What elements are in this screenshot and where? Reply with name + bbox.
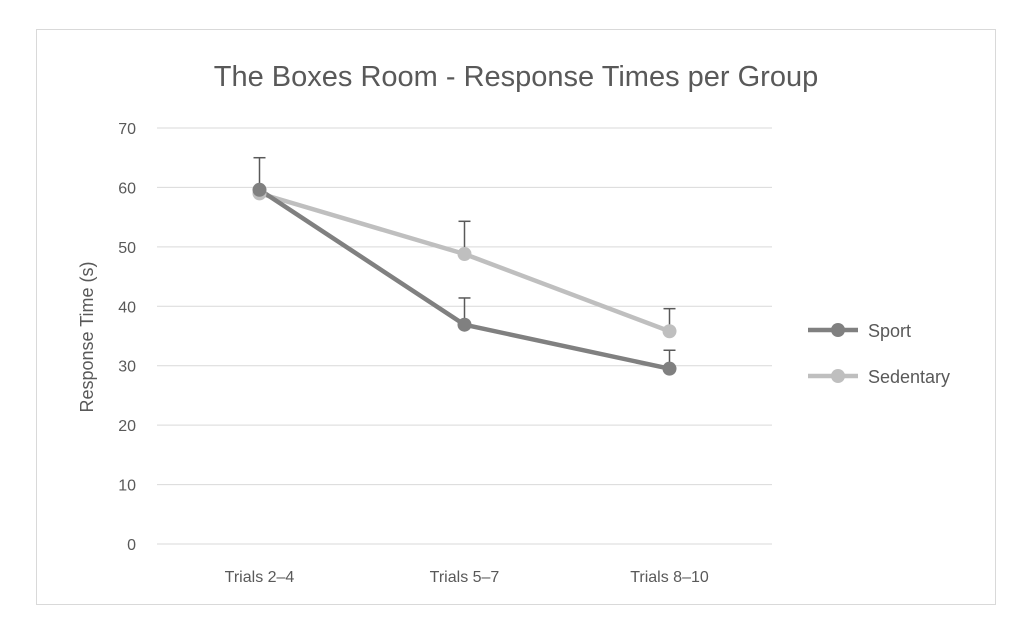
data-point-sedentary [457,246,472,261]
series-line-sport [257,187,672,371]
legend-marker-sport [831,323,845,337]
y-tick-label: 50 [118,240,136,257]
chart-title: The Boxes Room - Response Times per Grou… [214,61,818,93]
y-tick-label: 30 [118,359,136,376]
legend-marker-sedentary [831,369,845,383]
data-point-sport [252,182,267,197]
series-lines [257,187,672,371]
data-point-sport [457,317,472,332]
chart-frame [36,29,996,605]
y-tick-label: 0 [127,537,136,554]
x-tick-label: Trials 2–4 [225,569,295,586]
legend-label-sport: Sport [868,321,911,341]
y-tick-label: 40 [118,299,136,316]
x-tick-labels: Trials 2–4 Trials 5–7 Trials 8–10 [225,569,709,586]
y-axis-label: Response Time (s) [77,261,97,412]
y-tick-label: 10 [118,478,136,495]
x-tick-label: Trials 5–7 [430,569,500,586]
data-point-sedentary [662,324,677,339]
y-tick-label: 20 [118,418,136,435]
y-tick-label: 70 [118,121,136,138]
y-tick-labels: 0 10 20 30 40 50 60 70 [118,121,136,554]
data-point-sport [662,361,677,376]
gridlines [157,127,772,545]
error-bars [253,156,676,369]
data-points [252,182,677,376]
x-tick-label: Trials 8–10 [630,569,709,586]
legend-label-sedentary: Sedentary [868,367,950,387]
legend: Sport Sedentary [808,321,950,387]
y-tick-label: 60 [118,180,136,197]
